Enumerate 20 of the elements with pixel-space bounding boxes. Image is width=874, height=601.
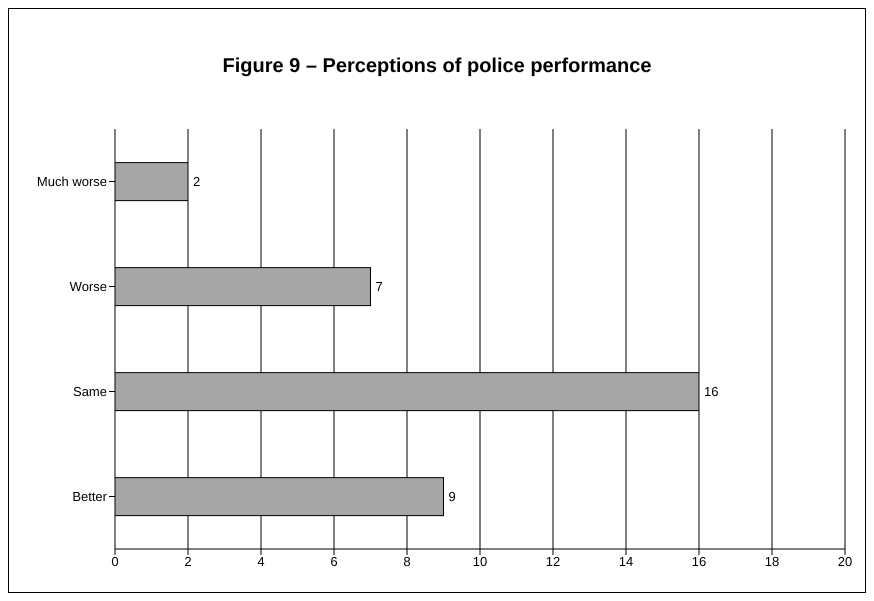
chart-title: Figure 9 – Perceptions of police performance: [221, 54, 652, 79]
x-tick-label: 16: [692, 554, 706, 570]
x-tick-label: 6: [330, 554, 338, 570]
data-label: 9: [448, 489, 456, 504]
data-label: 7: [376, 279, 383, 294]
y-tick-label: Much worse: [36, 174, 107, 190]
data-label: 16: [704, 384, 718, 400]
x-tick-label: 0: [111, 554, 119, 570]
y-tick-label: Better: [72, 489, 108, 504]
x-tick-label: 12: [546, 554, 560, 570]
x-tick-label: 4: [257, 554, 265, 570]
x-tick-label: 2: [184, 554, 192, 570]
x-tick-label: 8: [403, 554, 411, 570]
y-tick-label: Same: [73, 384, 107, 400]
data-label: 2: [193, 174, 200, 190]
x-tick-label: 20: [838, 554, 852, 570]
y-tick-label: Worse: [70, 279, 107, 294]
x-tick-label: 10: [472, 554, 488, 570]
x-tick-label: 18: [764, 554, 780, 570]
x-tick-label: 14: [618, 554, 634, 570]
